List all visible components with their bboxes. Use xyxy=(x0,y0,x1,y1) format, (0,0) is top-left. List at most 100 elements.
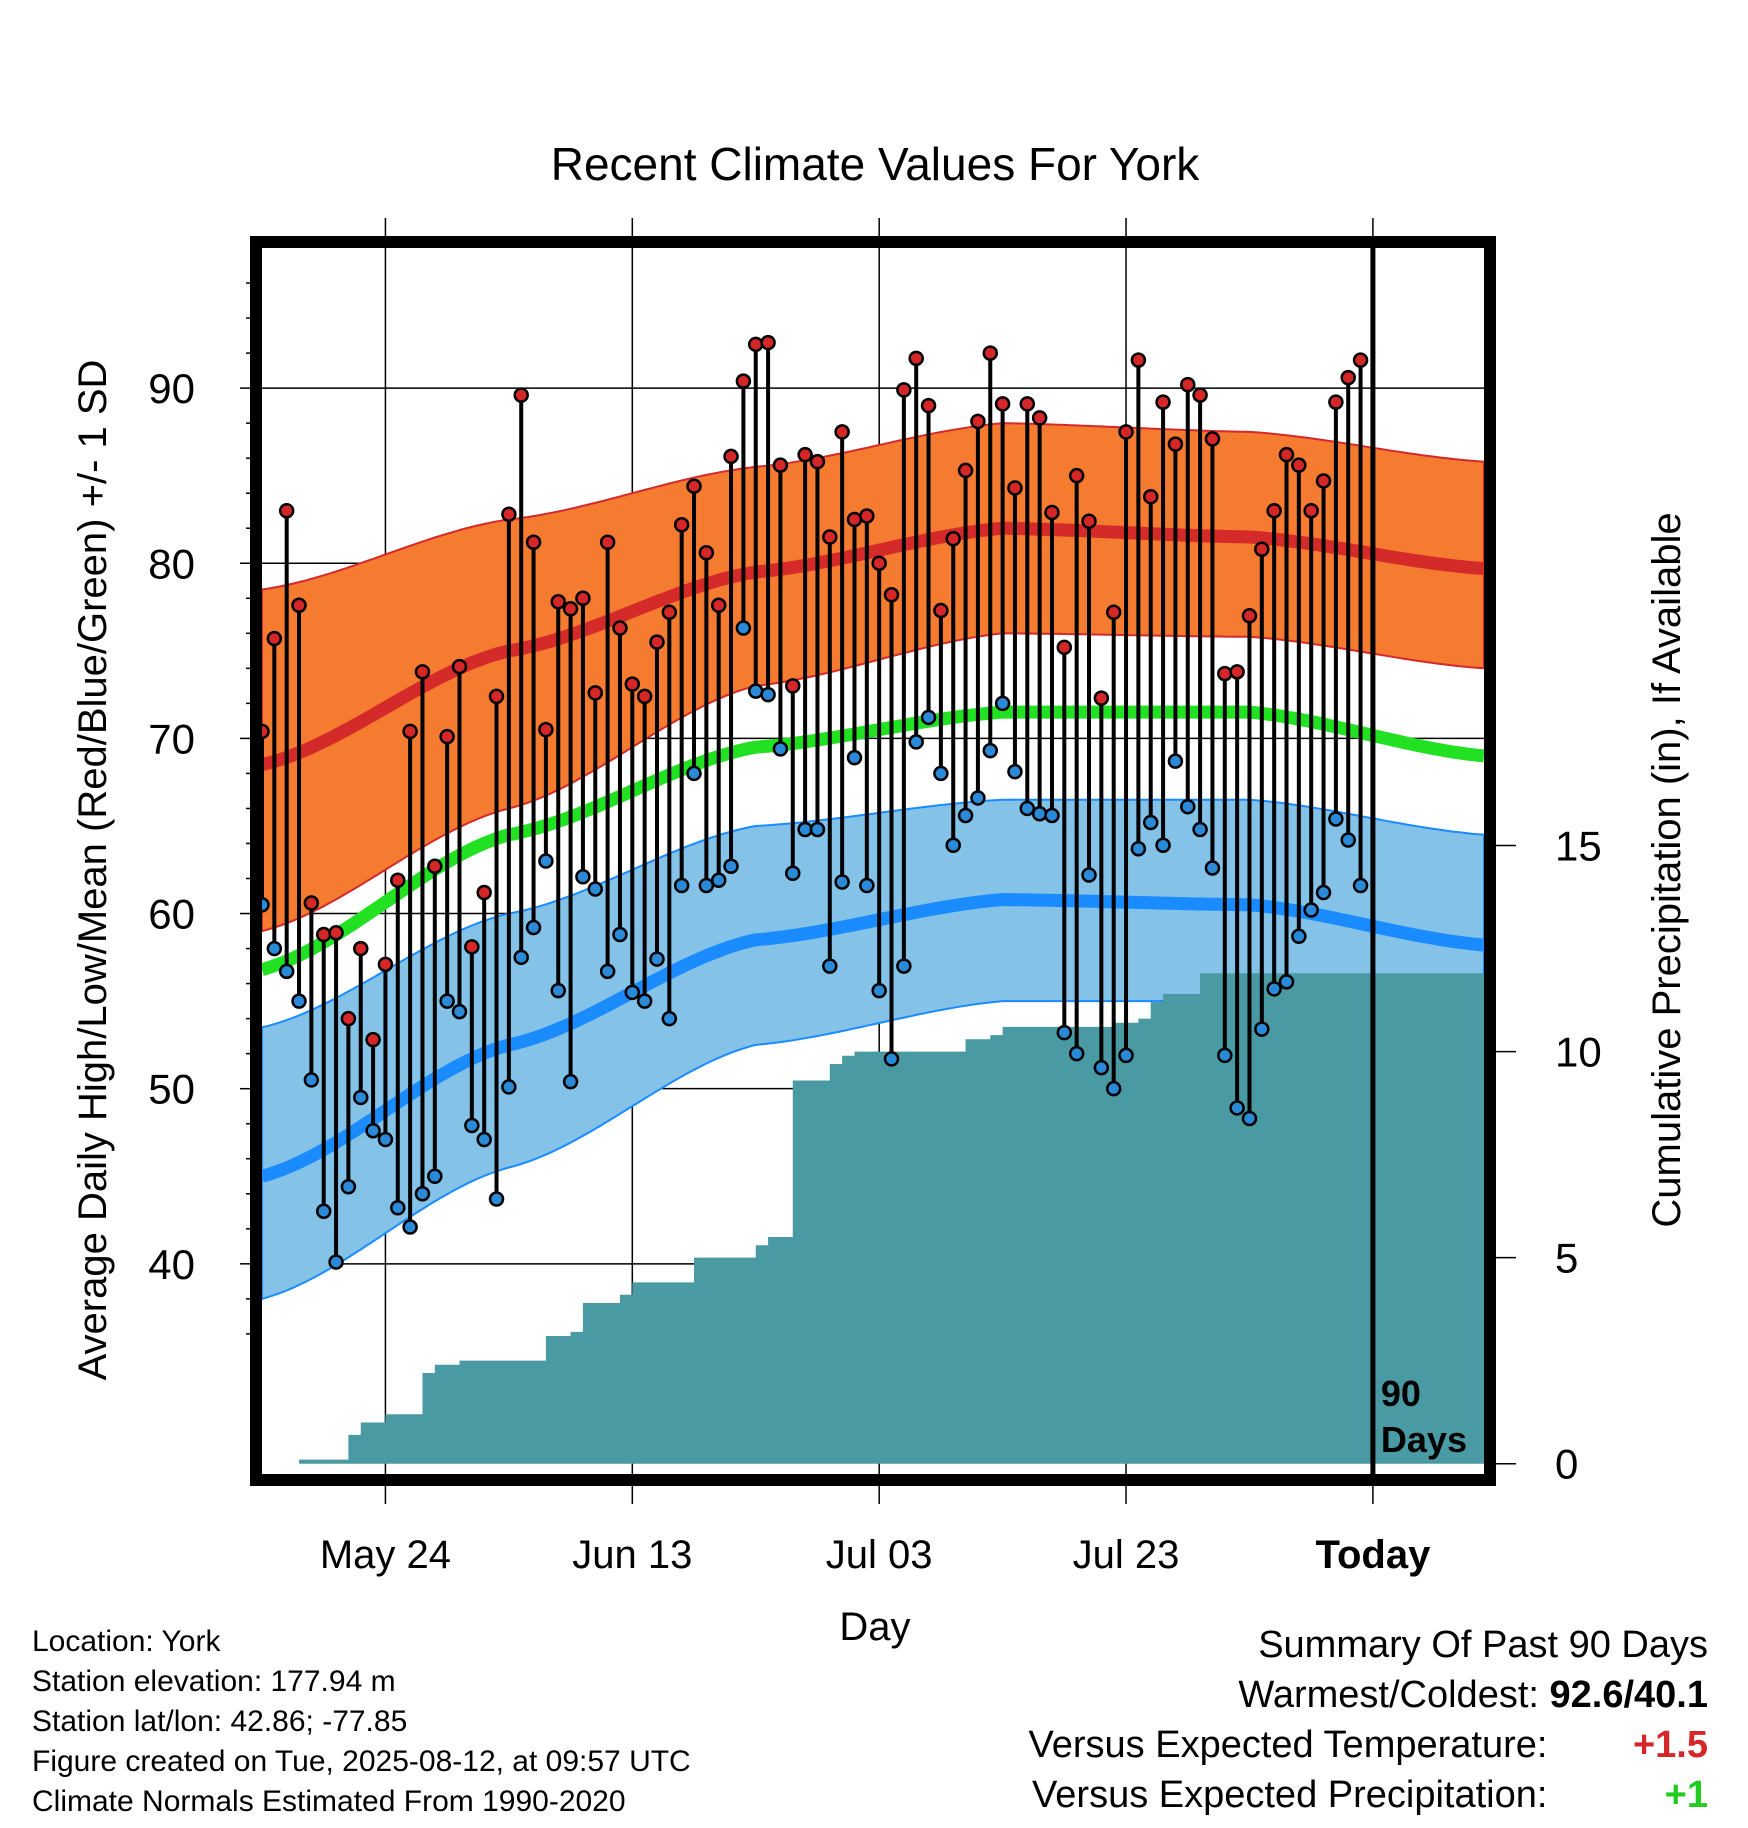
high-point xyxy=(612,620,628,636)
high-point xyxy=(970,413,986,430)
low-point xyxy=(390,1200,406,1216)
high-point xyxy=(723,448,739,465)
high-point xyxy=(513,387,529,403)
low-point xyxy=(883,1051,900,1067)
chart-title: Recent Climate Values For York xyxy=(551,138,1201,190)
low-point xyxy=(908,734,924,750)
low-point xyxy=(1241,1110,1258,1127)
low-point xyxy=(785,865,801,882)
low-point xyxy=(834,874,850,890)
x-tick-label: Jul 23 xyxy=(1073,1533,1180,1577)
low-point xyxy=(525,919,542,936)
low-point xyxy=(747,683,764,699)
low-point xyxy=(414,1186,431,1202)
low-point xyxy=(612,926,628,943)
y2-tick-label: 15 xyxy=(1555,823,1602,870)
low-point xyxy=(439,993,455,1009)
low-point xyxy=(291,993,307,1009)
high-point xyxy=(957,462,974,479)
low-point xyxy=(871,982,887,999)
high-point xyxy=(908,350,924,367)
high-point xyxy=(1081,513,1097,529)
low-point xyxy=(1019,800,1036,817)
high-point xyxy=(1254,541,1270,557)
low-point xyxy=(501,1079,517,1095)
normal-mean-line xyxy=(262,705,1484,976)
high-point xyxy=(933,602,949,619)
elevation-text: Station elevation: 177.94 m xyxy=(32,1665,396,1698)
low-point xyxy=(686,765,702,782)
high-point xyxy=(365,1031,381,1048)
normal-low-band xyxy=(262,798,1484,1300)
high-point xyxy=(871,555,887,572)
high-point xyxy=(525,534,542,550)
summary-panel: Summary Of Past 90 Days Warmest/Coldest:… xyxy=(1029,1620,1708,1820)
low-point xyxy=(710,872,727,889)
low-point xyxy=(1278,974,1295,990)
low-point xyxy=(1303,902,1319,918)
high-point xyxy=(1315,473,1332,489)
precip-anomaly-value: +1 xyxy=(1664,1774,1708,1816)
low-point xyxy=(464,1117,480,1134)
high-point xyxy=(303,895,320,911)
high-point xyxy=(352,940,369,957)
high-point xyxy=(1241,608,1258,624)
high-point xyxy=(1328,394,1344,410)
high-point xyxy=(649,634,665,650)
high-point xyxy=(797,446,813,463)
high-point xyxy=(846,511,863,528)
high-point xyxy=(575,590,591,607)
low-point xyxy=(1155,837,1171,853)
summary-warm-cold: Warmest/Coldest: 92.6/40.1 xyxy=(1029,1670,1708,1720)
high-point xyxy=(476,884,492,901)
high-point xyxy=(735,373,752,389)
high-point xyxy=(1105,604,1122,621)
y2-tick-label: 5 xyxy=(1555,1235,1578,1282)
x-axis-label: Day xyxy=(839,1605,910,1649)
high-point xyxy=(562,601,579,617)
high-point xyxy=(1155,394,1171,410)
x-tick-label: Jun 13 xyxy=(572,1533,692,1577)
high-point xyxy=(488,688,505,705)
low-point xyxy=(352,1089,369,1106)
high-point xyxy=(439,728,455,745)
high-point xyxy=(1352,352,1369,368)
high-point xyxy=(859,508,875,524)
high-point xyxy=(278,502,295,519)
high-point xyxy=(340,1010,357,1027)
low-point xyxy=(1254,1021,1270,1037)
high-point xyxy=(883,587,900,603)
y-tick-label: 80 xyxy=(148,540,195,587)
low-point xyxy=(1328,811,1344,827)
high-point xyxy=(809,453,826,470)
high-point xyxy=(994,396,1011,412)
low-point xyxy=(303,1072,320,1088)
y-axis-label: Average Daily High/Low/Mean (Red/Blue/Gr… xyxy=(71,360,115,1381)
high-point xyxy=(1142,488,1159,505)
high-point xyxy=(587,685,604,701)
low-point xyxy=(649,951,665,967)
high-point xyxy=(599,534,616,550)
high-point xyxy=(315,926,332,943)
high-point xyxy=(896,382,912,398)
low-point xyxy=(315,1203,332,1220)
high-point xyxy=(1167,436,1184,452)
high-point xyxy=(538,721,554,738)
temp-anomaly-label: Versus Expected Temperature: xyxy=(1028,1724,1548,1766)
low-point xyxy=(1291,928,1307,945)
low-point xyxy=(797,821,813,838)
x-tick-label: Today xyxy=(1315,1533,1431,1577)
low-point xyxy=(994,695,1011,712)
plot-frame xyxy=(250,236,1496,1486)
low-point xyxy=(970,790,986,806)
high-point xyxy=(1303,502,1319,519)
precip-area xyxy=(299,973,1484,1464)
low-point xyxy=(809,821,826,838)
low-point xyxy=(476,1131,492,1148)
low-point xyxy=(278,963,295,980)
high-point xyxy=(1130,352,1147,368)
high-point xyxy=(661,604,678,621)
high-point xyxy=(747,336,764,353)
high-point xyxy=(1217,665,1233,682)
